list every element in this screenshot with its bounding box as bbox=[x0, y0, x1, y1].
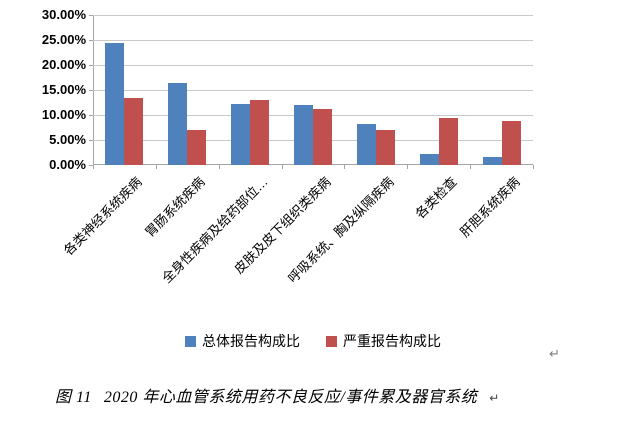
bar-severe bbox=[438, 117, 458, 165]
legend-item: 总体报告构成比 bbox=[185, 331, 300, 351]
x-tick bbox=[407, 165, 409, 169]
x-tick bbox=[93, 165, 94, 169]
x-axis-label: 全身性疾病及给药部位… bbox=[159, 174, 271, 286]
y-axis-label: 30.00% bbox=[41, 7, 86, 22]
x-tick bbox=[281, 165, 283, 169]
gridline bbox=[93, 65, 533, 66]
y-axis-label: 25.00% bbox=[41, 32, 86, 47]
x-axis-label: 肝胆系统疾病 bbox=[456, 174, 523, 240]
y-tick bbox=[89, 115, 93, 116]
figure-caption: 图 11 2020 年心血管系统用药不良反应/事件累及器官系统 ↵ bbox=[55, 383, 499, 407]
paragraph-mark: ↵ bbox=[549, 346, 560, 361]
x-tick bbox=[218, 165, 220, 169]
legend-item: 严重报告构成比 bbox=[326, 331, 441, 351]
x-axis-label: 各类检查 bbox=[412, 174, 460, 222]
bar-severe bbox=[375, 129, 395, 165]
x-axis-label: 呼吸系统、胸及纵隔疾病 bbox=[284, 174, 397, 286]
bar-total bbox=[482, 157, 502, 165]
y-axis-label: 20.00% bbox=[41, 57, 86, 72]
chart-legend: 总体报告构成比 严重报告构成比 bbox=[93, 331, 533, 351]
bar-total bbox=[168, 83, 188, 165]
bar-severe bbox=[313, 109, 332, 165]
bar-severe bbox=[124, 97, 144, 165]
x-tick bbox=[155, 165, 157, 169]
bar-total bbox=[419, 154, 439, 165]
gridline bbox=[93, 40, 533, 41]
x-axis-label: 各类神经系统疾病 bbox=[61, 174, 146, 259]
bar-total bbox=[231, 104, 251, 165]
bar-severe bbox=[187, 130, 207, 165]
legend-swatch-icon bbox=[185, 335, 196, 347]
figure-label: 图 11 bbox=[55, 389, 92, 406]
y-tick bbox=[89, 165, 93, 166]
x-tick bbox=[470, 165, 472, 169]
legend-label: 严重报告构成比 bbox=[343, 333, 441, 349]
x-tick bbox=[344, 165, 346, 169]
x-tick bbox=[533, 165, 534, 169]
y-tick bbox=[89, 65, 93, 66]
legend-swatch-icon bbox=[326, 335, 337, 347]
bar-total bbox=[105, 42, 125, 165]
bar-severe bbox=[501, 120, 521, 165]
y-tick bbox=[89, 15, 93, 16]
figure-caption-text: 2020 年心血管系统用药不良反应/事件累及器官系统 bbox=[103, 389, 478, 406]
y-axis-label: 10.00% bbox=[41, 107, 86, 122]
return-mark-icon: ↵ bbox=[489, 391, 500, 405]
bar-total bbox=[356, 123, 376, 165]
bar-total bbox=[294, 105, 313, 165]
gridline bbox=[93, 90, 533, 91]
y-axis-label: 15.00% bbox=[41, 82, 86, 97]
y-tick bbox=[89, 140, 93, 141]
bar-severe bbox=[250, 100, 270, 165]
legend-label: 总体报告构成比 bbox=[202, 333, 300, 349]
gridline bbox=[93, 15, 533, 16]
y-axis-label: 5.00% bbox=[49, 132, 86, 147]
y-tick bbox=[89, 40, 93, 41]
y-tick bbox=[89, 90, 93, 91]
y-axis-label: 0.00% bbox=[49, 157, 86, 172]
